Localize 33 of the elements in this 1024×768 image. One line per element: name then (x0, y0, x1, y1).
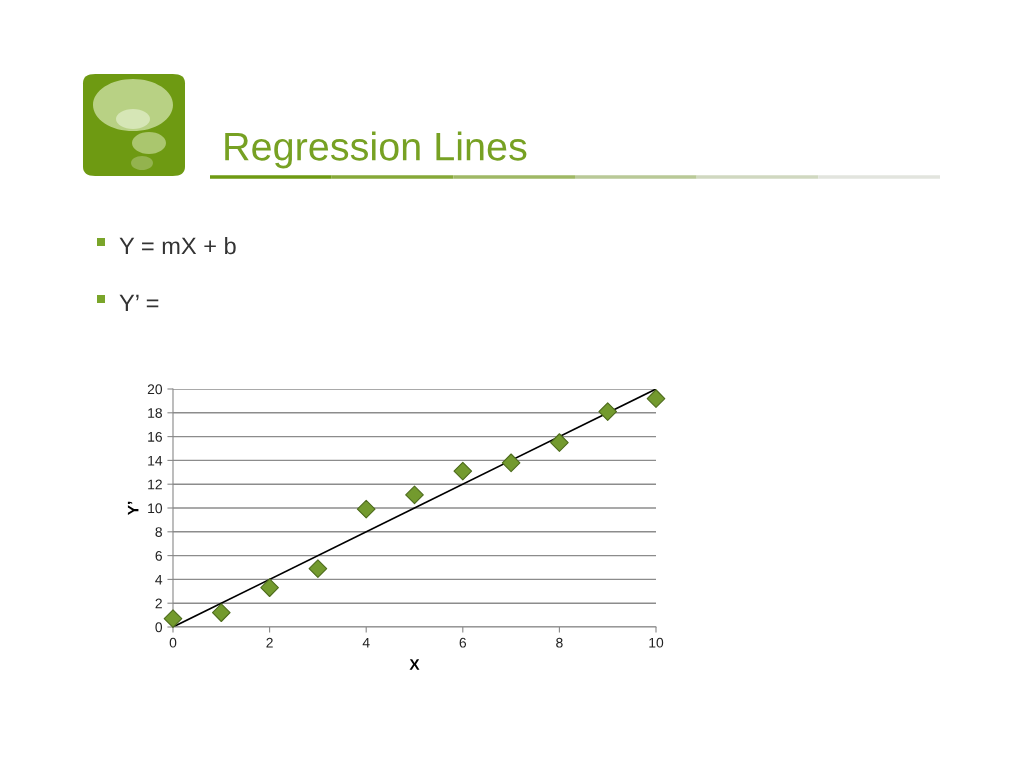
y-tick-label: 6 (155, 550, 162, 561)
point (646, 389, 666, 408)
y-tick-label: 10 (148, 503, 163, 514)
x-tick-label: 8 (556, 637, 563, 648)
y-tick-label: 20 (147, 384, 163, 395)
y-tick-label: 14 (148, 455, 163, 466)
point (260, 578, 279, 598)
x-tick-label: 2 (266, 637, 273, 648)
y-tick-label: 2 (155, 598, 162, 609)
point (308, 559, 328, 579)
point (501, 453, 521, 473)
y-tick-label: 16 (148, 431, 162, 442)
point (598, 402, 618, 421)
y-axis-title: Y’ (127, 501, 139, 515)
point (405, 485, 424, 505)
chart-title: Regression Lines (225, 131, 527, 169)
point (211, 603, 231, 623)
x-tick-label: 6 (459, 637, 467, 648)
x-tick-label: 4 (362, 637, 370, 648)
y-tick-label: 8 (155, 527, 162, 537)
y-tick-label: 12 (148, 479, 162, 490)
y-tick-label: 0 (155, 622, 163, 633)
x-tick-label: 10 (649, 637, 664, 648)
text: Y’ = (119, 294, 159, 312)
y-tick-label: 18 (148, 408, 162, 418)
x-tick-label: 0 (169, 637, 177, 648)
point (163, 609, 183, 629)
x-axis-title: X (409, 659, 420, 670)
point (453, 461, 473, 481)
point (356, 499, 376, 519)
text: Y = mX + b (119, 237, 236, 255)
point (550, 433, 569, 452)
y-tick-label: 4 (155, 574, 163, 585)
